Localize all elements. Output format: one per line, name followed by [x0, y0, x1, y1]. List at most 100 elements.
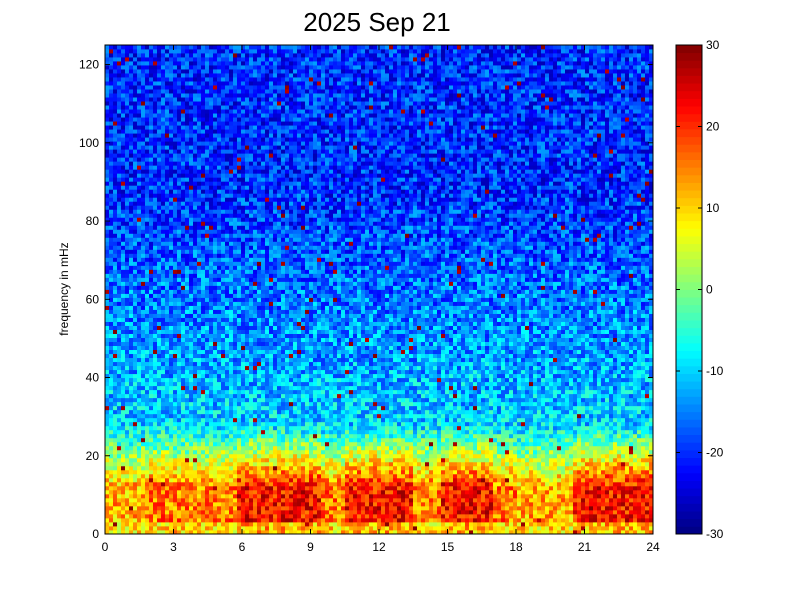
heatmap-cell — [205, 89, 210, 94]
heatmap-cell — [165, 245, 170, 250]
heatmap-cell — [245, 213, 250, 218]
heatmap-cell — [145, 177, 150, 182]
heatmap-cell — [173, 281, 178, 286]
heatmap-cell — [233, 269, 238, 274]
heatmap-cell — [189, 281, 194, 286]
heatmap-cell — [185, 281, 190, 286]
heatmap-cell — [121, 305, 126, 310]
heatmap-cell — [237, 257, 242, 262]
heatmap-cell — [137, 501, 142, 507]
heatmap-cell — [177, 525, 182, 531]
heatmap-cell — [129, 69, 134, 74]
heatmap-cell — [109, 221, 114, 226]
heatmap-cell — [129, 325, 134, 330]
heatmap-cell — [225, 433, 230, 439]
heatmap-cell — [173, 141, 178, 146]
heatmap-cell — [145, 169, 150, 174]
heatmap-cell — [173, 353, 178, 359]
heatmap-cell — [181, 249, 186, 254]
heatmap-cell — [221, 437, 226, 443]
heatmap-cell — [149, 505, 154, 511]
heatmap-cell — [213, 373, 218, 379]
heatmap-cell — [245, 385, 250, 391]
heatmap-cell — [189, 285, 194, 290]
heatmap-cell — [209, 305, 214, 310]
heatmap-cell — [169, 373, 174, 379]
heatmap-cell — [169, 501, 174, 507]
heatmap-cell — [225, 417, 230, 423]
heatmap-cell — [193, 525, 198, 531]
heatmap-cell — [201, 317, 206, 322]
heatmap-cell — [249, 525, 254, 531]
heatmap-cell — [129, 289, 134, 294]
heatmap-cell — [137, 253, 142, 258]
heatmap-cell — [213, 445, 218, 451]
heatmap-cell — [141, 321, 146, 326]
heatmap-cell — [181, 81, 186, 86]
heatmap-cell — [257, 421, 262, 427]
heatmap-cell — [245, 209, 250, 214]
heatmap-cell — [133, 177, 138, 182]
heatmap-cell — [169, 97, 174, 102]
heatmap-cell — [249, 133, 254, 138]
heatmap-cell — [193, 293, 198, 298]
heatmap-cell — [265, 181, 270, 186]
heatmap-cell — [241, 61, 246, 66]
heatmap-cell — [129, 401, 134, 407]
heatmap-cell — [125, 505, 130, 511]
heatmap-cell — [181, 377, 186, 383]
heatmap-cell — [221, 413, 226, 419]
heatmap-cell — [225, 421, 230, 427]
heatmap-cell — [249, 513, 254, 519]
heatmap-cell — [197, 57, 202, 62]
heatmap-cell — [149, 193, 154, 198]
heatmap-cell — [149, 513, 154, 519]
heatmap-cell — [173, 285, 178, 290]
heatmap-cell — [261, 337, 266, 343]
heatmap-cell — [177, 469, 182, 475]
heatmap-cell — [217, 461, 222, 467]
heatmap-cell — [193, 53, 198, 58]
heatmap-cell — [245, 89, 250, 94]
heatmap-cell — [177, 261, 182, 266]
heatmap-cell — [233, 401, 238, 407]
heatmap-cell — [133, 265, 138, 270]
heatmap-cell — [205, 465, 210, 471]
heatmap-cell — [229, 117, 234, 122]
heatmap-cell — [229, 181, 234, 186]
heatmap-cell — [241, 325, 246, 330]
heatmap-cell — [245, 185, 250, 190]
heatmap-cell — [193, 405, 198, 411]
heatmap-cell — [265, 517, 270, 523]
heatmap-cell — [257, 493, 262, 499]
heatmap-cell — [125, 129, 130, 134]
heatmap-cell — [257, 385, 262, 391]
heatmap-cell — [213, 325, 218, 330]
heatmap-cell — [249, 109, 254, 114]
heatmap-cell — [225, 513, 230, 519]
heatmap-cell — [141, 429, 146, 435]
heatmap-cell — [185, 469, 190, 475]
heatmap-cell — [261, 293, 266, 298]
heatmap-cell — [193, 425, 198, 431]
heatmap-cell — [225, 129, 230, 134]
heatmap-cell — [221, 209, 226, 214]
heatmap-cell — [221, 441, 226, 447]
heatmap-cell — [105, 337, 110, 343]
heatmap-cell — [209, 277, 214, 282]
heatmap-cell — [137, 401, 142, 407]
heatmap-cell — [185, 293, 190, 298]
heatmap-cell — [181, 157, 186, 162]
heatmap-cell — [261, 345, 266, 351]
heatmap-cell — [149, 517, 154, 523]
heatmap-cell — [169, 377, 174, 383]
heatmap-cell — [241, 117, 246, 122]
heatmap-cell — [157, 213, 162, 218]
heatmap-cell — [189, 177, 194, 182]
heatmap-cell — [141, 505, 146, 511]
heatmap-cell — [257, 297, 262, 302]
heatmap-cell — [257, 393, 262, 399]
heatmap-cell — [185, 145, 190, 150]
heatmap-cell — [221, 433, 226, 439]
heatmap-cell — [181, 253, 186, 258]
